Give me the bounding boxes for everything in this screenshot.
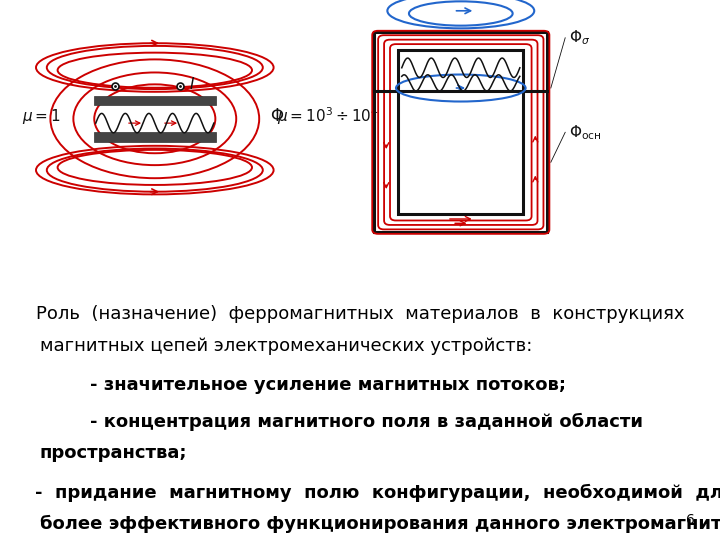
Text: $\Phi_{\rm осн}$: $\Phi_{\rm осн}$ bbox=[569, 123, 601, 141]
Text: - значительное усиление магнитных потоков;: - значительное усиление магнитных потоко… bbox=[40, 376, 566, 394]
Text: $\mu = 10^3 \div 10^4$: $\mu = 10^3 \div 10^4$ bbox=[277, 105, 379, 127]
Bar bbox=[94, 132, 216, 142]
Text: Роль  (назначение)  ферромагнитных  материалов  в  конструкциях: Роль (назначение) ферромагнитных материа… bbox=[36, 305, 684, 323]
Text: $\Phi$: $\Phi$ bbox=[270, 107, 284, 125]
Text: пространства;: пространства; bbox=[40, 444, 187, 462]
Text: - концентрация магнитного поля в заданной области: - концентрация магнитного поля в заданно… bbox=[40, 413, 643, 431]
Bar bbox=[398, 50, 523, 214]
Bar bbox=[374, 32, 547, 232]
Text: 6: 6 bbox=[686, 512, 695, 526]
Bar bbox=[94, 96, 216, 105]
Text: более эффективного функционирования данного электромагнитного: более эффективного функционирования данн… bbox=[40, 515, 720, 533]
Text: магнитных цепей электромеханических устройств:: магнитных цепей электромеханических устр… bbox=[40, 338, 532, 355]
Text: $\Phi_{\sigma}$: $\Phi_{\sigma}$ bbox=[569, 29, 590, 47]
Text: $\mu = 1$: $\mu = 1$ bbox=[22, 106, 60, 126]
Text: -  придание  магнитному  полю  конфигурации,  необходимой  для: - придание магнитному полю конфигурации,… bbox=[0, 484, 720, 502]
Text: $I$: $I$ bbox=[189, 76, 195, 92]
